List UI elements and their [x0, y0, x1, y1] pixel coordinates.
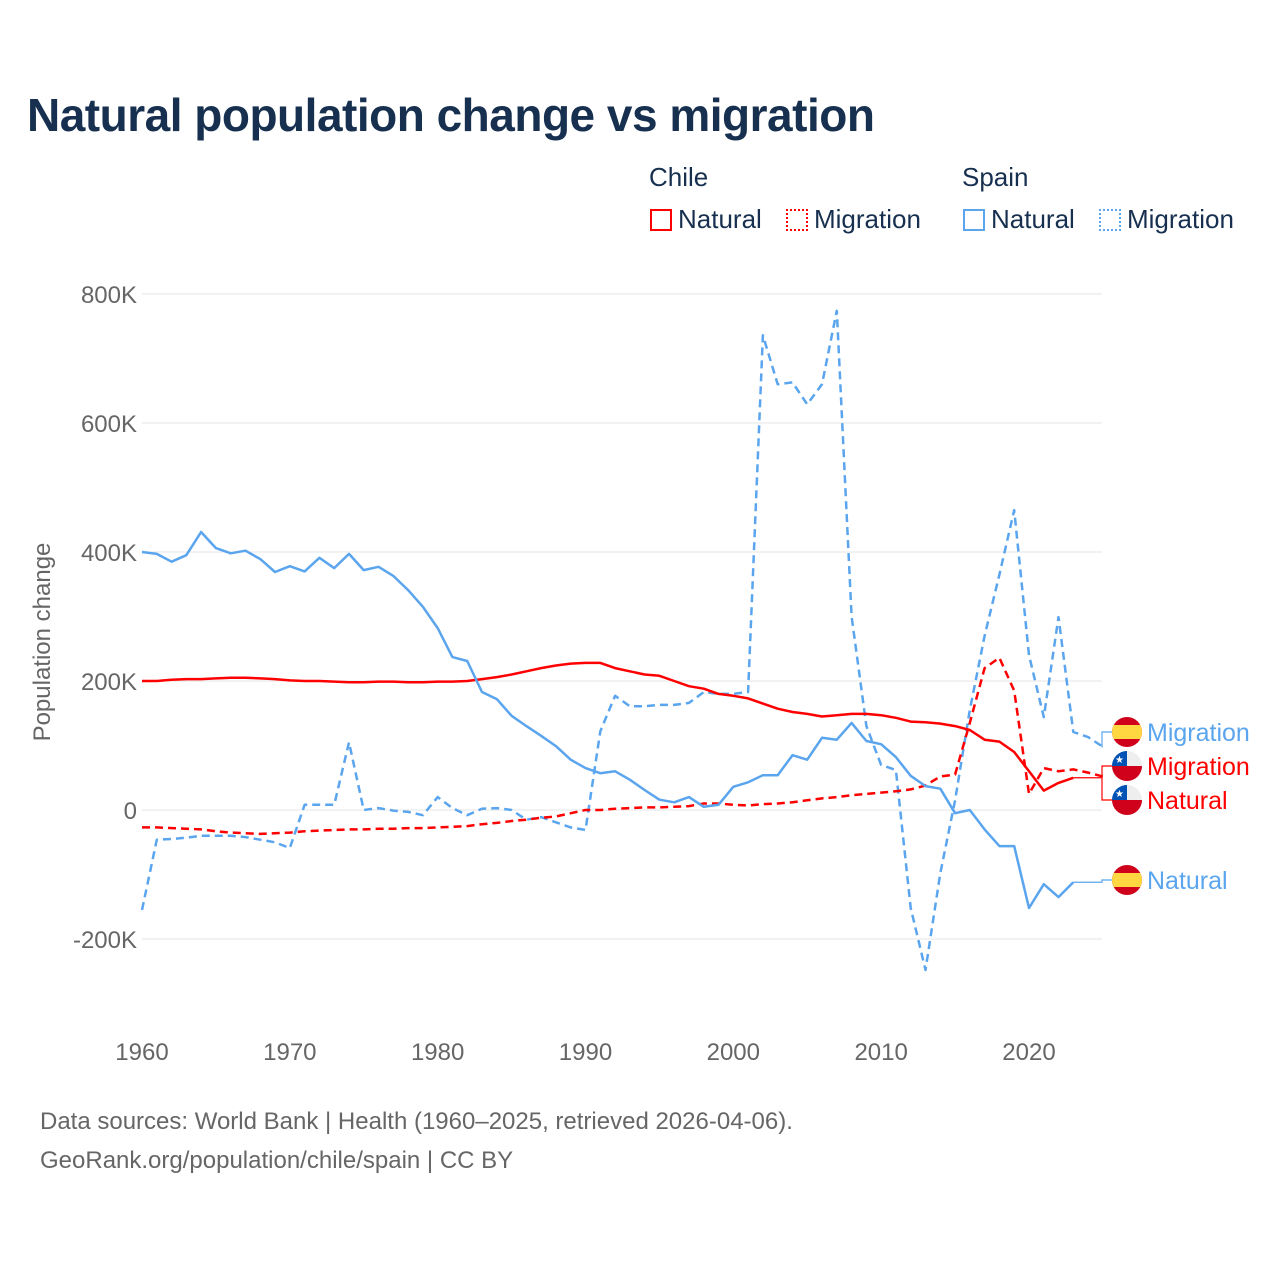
x-tick-label: 2000 — [707, 1039, 760, 1066]
label-connector — [1073, 777, 1113, 801]
x-tick-label: 1970 — [263, 1039, 316, 1066]
chile-flag-icon: ★ — [1112, 751, 1142, 781]
solid-swatch-icon — [963, 208, 985, 231]
series-end-label: Migration — [1147, 719, 1250, 747]
y-tick-label: -200K — [73, 927, 137, 954]
chart-title: Natural population change vs migration — [27, 89, 875, 141]
x-tick-label: 2010 — [854, 1039, 907, 1066]
dotted-swatch-icon — [786, 208, 808, 231]
legend-label: Natural — [991, 204, 1075, 234]
footer-attribution[interactable]: GeoRank.org/population/chile/spain | CC … — [40, 1147, 514, 1174]
legend-group-chile: Chile — [649, 162, 709, 192]
svg-text:★: ★ — [1115, 755, 1124, 766]
legend-label: Migration — [814, 204, 921, 234]
series-line-chile-natural — [142, 661, 1074, 792]
series-line-spain-natural — [141, 530, 1075, 910]
dotted-swatch-icon — [1099, 208, 1121, 231]
x-tick-label: 2020 — [1002, 1039, 1055, 1066]
legend-spain-natural[interactable]: Natural — [963, 204, 1075, 235]
y-tick-label: 0 — [124, 798, 137, 825]
legend-chile-natural[interactable]: Natural — [650, 204, 762, 235]
label-connector — [1101, 731, 1113, 748]
x-tick-label: 1960 — [115, 1039, 168, 1066]
legend-label: Natural — [678, 204, 762, 234]
legend-chile-migration[interactable]: Migration — [786, 204, 921, 235]
footer-sources: Data sources: World Bank | Health (1960–… — [40, 1108, 793, 1135]
y-tick-label: 800K — [81, 282, 137, 309]
spain-flag-icon — [1112, 717, 1142, 747]
y-axis-label: Population change — [29, 543, 56, 742]
label-connector — [1073, 879, 1113, 883]
x-tick-label: 1990 — [559, 1039, 612, 1066]
series-end-label: Natural — [1147, 787, 1228, 815]
x-tick-label: 1980 — [411, 1039, 464, 1066]
y-tick-label: 400K — [81, 540, 137, 567]
spain-flag-icon — [1112, 865, 1142, 895]
chile-flag-icon: ★ — [1112, 785, 1142, 815]
series-end-label: Natural — [1147, 867, 1228, 895]
y-tick-label: 200K — [81, 669, 137, 696]
svg-text:★: ★ — [1115, 789, 1124, 800]
legend-group-spain: Spain — [962, 162, 1029, 192]
label-connector — [1101, 765, 1113, 778]
legend-label: Migration — [1127, 204, 1234, 234]
series-line-chile-migration — [142, 656, 1104, 836]
legend-spain-migration[interactable]: Migration — [1099, 204, 1234, 235]
y-tick-label: 600K — [81, 411, 137, 438]
series-end-label: Migration — [1147, 753, 1250, 781]
solid-swatch-icon — [650, 208, 672, 231]
series-line-spain-migration — [140, 309, 1104, 972]
